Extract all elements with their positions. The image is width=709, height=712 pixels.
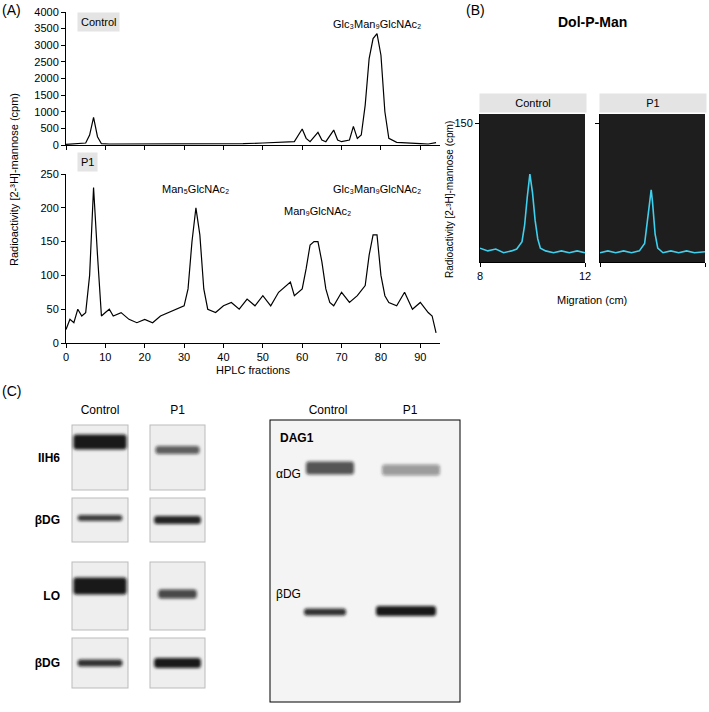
svg-text:Control: Control	[81, 403, 120, 417]
svg-text:1500: 1500	[34, 89, 58, 101]
svg-text:3500: 3500	[34, 22, 58, 34]
svg-text:12: 12	[579, 270, 591, 282]
svg-text:Control: Control	[81, 16, 116, 28]
svg-text:60: 60	[296, 351, 308, 363]
svg-text:150: 150	[454, 117, 472, 129]
svg-text:(C): (C)	[2, 383, 21, 399]
svg-text:βDG: βDG	[35, 513, 60, 527]
svg-text:Man₉GlcNAc₂: Man₉GlcNAc₂	[284, 205, 351, 217]
svg-text:Glc₃Man₉GlcNAc₂: Glc₃Man₉GlcNAc₂	[333, 18, 421, 30]
svg-text:P1: P1	[81, 156, 94, 168]
svg-text:150: 150	[40, 235, 58, 247]
svg-text:LO: LO	[43, 589, 60, 603]
svg-text:2000: 2000	[34, 72, 58, 84]
svg-text:250: 250	[40, 168, 58, 180]
svg-text:Control: Control	[515, 97, 550, 109]
svg-text:4000: 4000	[34, 6, 58, 18]
svg-text:2500: 2500	[34, 56, 58, 68]
svg-text:(A): (A)	[2, 2, 21, 18]
svg-text:αDG: αDG	[276, 467, 301, 481]
svg-text:Migration (cm): Migration (cm)	[557, 294, 627, 306]
svg-text:P1: P1	[646, 97, 659, 109]
svg-text:80: 80	[375, 351, 387, 363]
svg-text:(B): (B)	[466, 2, 485, 18]
svg-text:DAG1: DAG1	[280, 431, 314, 445]
svg-text:0: 0	[63, 351, 69, 363]
svg-text:10: 10	[99, 351, 111, 363]
svg-text:3000: 3000	[34, 39, 58, 51]
svg-text:Radioactivity [2-³H]-mannose (: Radioactivity [2-³H]-mannose (cpm)	[8, 93, 20, 266]
svg-text:50: 50	[257, 351, 269, 363]
svg-text:P1: P1	[403, 403, 418, 417]
svg-text:0: 0	[53, 139, 59, 151]
svg-text:βDG: βDG	[35, 656, 60, 670]
svg-text:P1: P1	[170, 403, 185, 417]
svg-text:70: 70	[335, 351, 347, 363]
svg-text:Radioactivity [2-³H]-mannose (: Radioactivity [2-³H]-mannose (cpm)	[444, 121, 455, 278]
svg-text:βDG: βDG	[276, 587, 301, 601]
svg-text:8: 8	[477, 270, 483, 282]
svg-text:Dol-P-Man: Dol-P-Man	[558, 14, 627, 30]
svg-text:Glc₃Man₉GlcNAc₂: Glc₃Man₉GlcNAc₂	[333, 183, 421, 195]
svg-text:IIH6: IIH6	[38, 451, 60, 465]
svg-text:30: 30	[178, 351, 190, 363]
svg-text:200: 200	[40, 202, 58, 214]
svg-text:20: 20	[139, 351, 151, 363]
svg-text:HPLC fractions: HPLC fractions	[216, 364, 290, 376]
svg-text:0: 0	[53, 337, 59, 349]
svg-text:1000: 1000	[34, 106, 58, 118]
svg-text:Man₅GlcNAc₂: Man₅GlcNAc₂	[162, 183, 229, 195]
svg-text:40: 40	[217, 351, 229, 363]
svg-text:100: 100	[40, 269, 58, 281]
svg-text:Control: Control	[309, 403, 348, 417]
svg-text:90: 90	[414, 351, 426, 363]
svg-text:50: 50	[47, 303, 59, 315]
svg-text:500: 500	[40, 122, 58, 134]
